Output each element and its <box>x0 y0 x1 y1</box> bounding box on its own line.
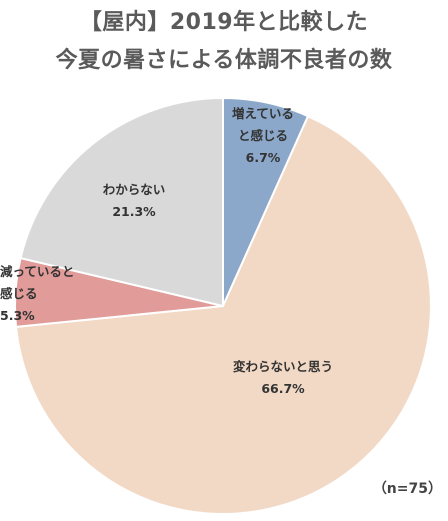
pie-slices <box>14 96 432 515</box>
chart-title-line-1: 【屋内】2019年と比較した <box>79 10 369 35</box>
slice-label-unknown-line-1: わからない <box>103 182 166 197</box>
slice-label-increased-line-2: と感じる <box>238 128 288 143</box>
data-label-unknown: 21.3% <box>112 204 156 219</box>
slice-label-increased-line-1: 増えている <box>232 106 294 121</box>
data-label-unchanged: 66.7% <box>261 381 305 396</box>
pie-slice-unchanged <box>14 114 432 515</box>
slice-label-decreased-line-2: 感じる <box>0 286 38 301</box>
data-label-decreased: 5.3% <box>0 308 35 323</box>
chart-title-line-2: 今夏の暑さによる体調不良者の数 <box>55 48 393 73</box>
pie-slice-unknown <box>19 96 224 308</box>
slice-label-decreased-line-1: 減っていると <box>0 264 74 279</box>
sample-size-note: （n=75） <box>372 481 442 497</box>
data-label-increased: 6.7% <box>246 150 281 165</box>
slice-label-unchanged-line-1: 変わらないと思う <box>233 359 333 374</box>
